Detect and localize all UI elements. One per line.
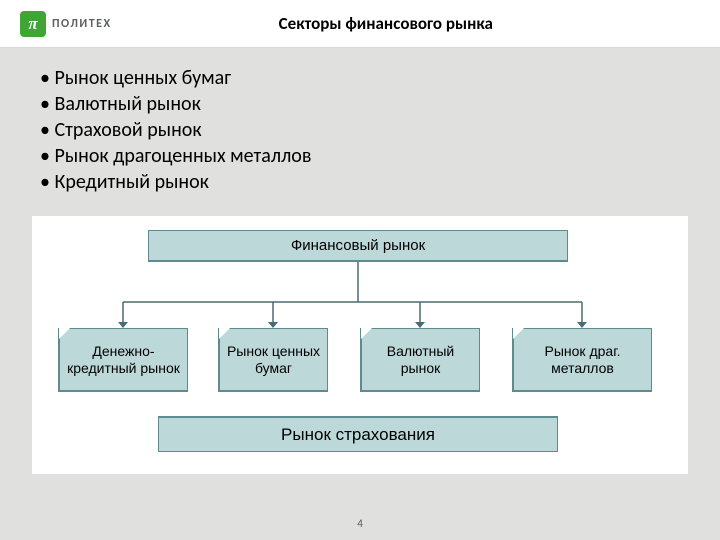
node-notch-icon [219, 328, 230, 339]
header-bar: π ПОЛИТЕХ Секторы финансового рынка [0, 0, 720, 48]
bullet-list: Рынок ценных бумагВалютный рынокСтрахово… [0, 48, 720, 206]
bullet-item: Рынок ценных бумаг [40, 66, 700, 90]
slide-number: 4 [0, 517, 720, 530]
diagram-container: Финансовый рынок Денежно-кредитный рынок Р… [32, 216, 688, 474]
node-notch-icon [59, 328, 70, 339]
diagram-node-label: Рынок страхования [281, 425, 435, 445]
bullet-item: Кредитный рынок [40, 170, 700, 194]
logo: π ПОЛИТЕХ [20, 11, 112, 37]
bullet-item: Страховой рынок [40, 118, 700, 142]
diagram-node: Финансовый рынок [148, 230, 568, 262]
slide-title: Секторы финансового рынка [112, 13, 660, 34]
org-tree-diagram: Финансовый рынок Денежно-кредитный рынок Р… [48, 230, 672, 456]
node-notch-icon [361, 328, 372, 339]
logo-text: ПОЛИТЕХ [52, 17, 112, 31]
diagram-node-label: Рынок ценных бумаг [226, 343, 321, 375]
diagram-node-label: Денежно-кредитный рынок [66, 343, 181, 375]
diagram-node: Рынок драг. металлов [512, 328, 652, 392]
bullet-item: Валютный рынок [40, 92, 700, 116]
diagram-node: Денежно-кредитный рынок [58, 328, 188, 392]
diagram-node: Рынок ценных бумаг [218, 328, 328, 392]
diagram-node-label: Рынок драг. металлов [520, 343, 645, 375]
logo-mark-icon: π [20, 11, 46, 37]
diagram-node-insurance: Рынок страхования [158, 416, 558, 452]
diagram-node-label: Финансовый рынок [291, 237, 425, 254]
diagram-node-label: Валютный рынок [368, 343, 473, 375]
bullet-item: Рынок драгоценных металлов [40, 144, 700, 168]
node-notch-icon [513, 328, 524, 339]
diagram-node: Валютный рынок [360, 328, 480, 392]
